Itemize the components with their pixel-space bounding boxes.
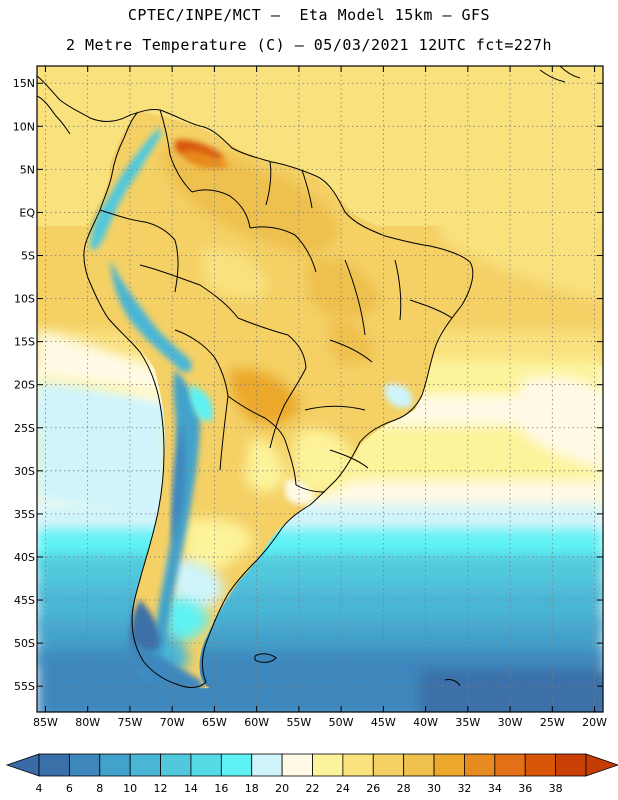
- lon-tick-label: 25W: [540, 716, 565, 729]
- lon-tick-label: 65W: [202, 716, 227, 729]
- lat-tick-label: 50S: [14, 637, 35, 650]
- lat-tick-label: 40S: [14, 551, 35, 564]
- colorbar-swatch: [160, 753, 192, 777]
- lat-tick-label: 20S: [14, 379, 35, 392]
- colorbar-label: 12: [154, 782, 168, 795]
- colorbar-swatch: [281, 753, 313, 777]
- colorbar-label: 36: [518, 782, 532, 795]
- colorbar-label: 22: [306, 782, 320, 795]
- lat-tick-label: 10N: [13, 120, 35, 133]
- lat-tick-label: 10S: [14, 293, 35, 306]
- lon-tick-label: 75W: [117, 716, 142, 729]
- colorbar-swatch: [68, 753, 101, 777]
- colorbar: 4 6 8 10 12 14 16 18 20 22 24 26 28 30 32 34 36 38: [5, 753, 618, 795]
- longitude-axis: 85W 80W 75W 70W 65W 60W 55W 50W 45W 40W 35W 30W 25W 2…: [33, 66, 607, 729]
- lat-tick-label: 5S: [21, 249, 35, 262]
- lat-tick-label: 35S: [14, 508, 35, 521]
- colorbar-swatch: [403, 753, 435, 777]
- colorbar-label: 24: [336, 782, 350, 795]
- coastlines-and-borders: [37, 66, 581, 688]
- colorbar-label: 26: [366, 782, 380, 795]
- lon-tick-label: 20W: [582, 716, 607, 729]
- lon-tick-label: 80W: [75, 716, 100, 729]
- colorbar-label: 4: [36, 782, 43, 795]
- colorbar-swatch: [372, 753, 405, 777]
- colorbar-right-arrow: [585, 753, 618, 777]
- lat-tick-label: 5N: [20, 163, 35, 176]
- colorbar-swatch: [464, 753, 496, 777]
- lat-tick-label: 55S: [14, 680, 35, 693]
- lon-tick-label: 45W: [371, 716, 396, 729]
- colorbar-swatch: [312, 753, 344, 777]
- colorbar-label: 18: [245, 782, 259, 795]
- colorbar-swatch: [524, 753, 557, 777]
- colorbar-swatch: [38, 753, 70, 777]
- colorbar-label: 20: [275, 782, 289, 795]
- colorbar-swatch: [99, 753, 131, 777]
- colorbar-swatch: [494, 753, 526, 777]
- colorbar-label: 14: [184, 782, 198, 795]
- colorbar-swatch: [190, 753, 222, 777]
- colorbar-label: 6: [66, 782, 73, 795]
- lon-tick-label: 55W: [286, 716, 311, 729]
- colorbar-swatch: [129, 753, 161, 777]
- lon-tick-label: 60W: [244, 716, 269, 729]
- lon-tick-label: 40W: [413, 716, 438, 729]
- chart-title-line-2: 2 Metre Temperature (C) – 05/03/2021 12U…: [65, 36, 553, 54]
- colorbar-swatch: [555, 753, 587, 777]
- colorbar-swatch: [433, 753, 465, 777]
- lat-tick-label: EQ: [19, 206, 35, 219]
- temperature-field: [37, 66, 603, 712]
- colorbar-label: 10: [123, 782, 137, 795]
- latitude-axis: 15N 10N 5N EQ 5S 10S 15S 20S 25S 30S 35S 40S 45S 50S 5…: [13, 77, 603, 693]
- lat-tick-label: 25S: [14, 422, 35, 435]
- colorbar-swatch: [220, 753, 253, 777]
- lon-tick-label: 50W: [329, 716, 354, 729]
- lat-tick-label: 15N: [13, 77, 35, 90]
- lon-tick-label: 30W: [498, 716, 523, 729]
- colorbar-label: 38: [549, 782, 563, 795]
- colorbar-left-arrow: [5, 753, 40, 777]
- map-frame: [36, 65, 604, 713]
- lon-tick-label: 70W: [160, 716, 185, 729]
- colorbar-swatch: [251, 753, 283, 777]
- colorbar-swatch: [342, 753, 374, 777]
- lon-tick-label: 85W: [33, 716, 58, 729]
- lat-tick-label: 15S: [14, 336, 35, 349]
- colorbar-label: 30: [427, 782, 441, 795]
- lat-tick-label: 45S: [14, 594, 35, 607]
- lat-tick-label: 30S: [14, 465, 35, 478]
- colorbar-label: 16: [214, 782, 228, 795]
- colorbar-label: 28: [397, 782, 411, 795]
- colorbar-label: 34: [488, 782, 502, 795]
- colorbar-label: 32: [457, 782, 471, 795]
- colorbar-label: 8: [96, 782, 103, 795]
- lon-tick-label: 35W: [455, 716, 480, 729]
- chart-title-line-1: CPTEC/INPE/MCT – Eta Model 15km – GFS: [127, 6, 491, 24]
